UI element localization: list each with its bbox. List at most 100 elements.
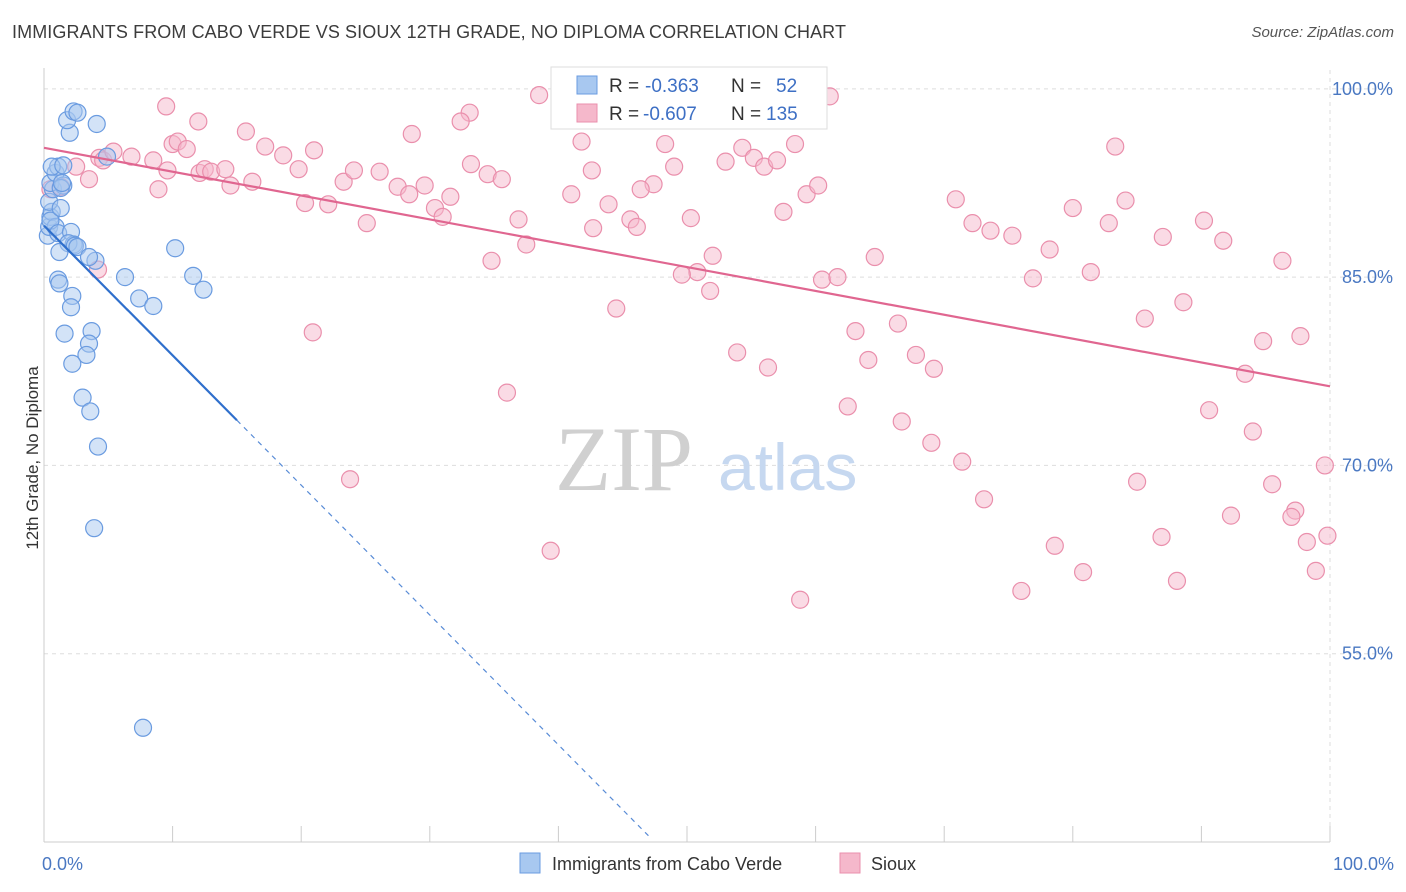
sioux-point	[1221, 506, 1241, 525]
cabo-verde-points	[38, 102, 213, 737]
y-axis-label: 12th Grade, No Diploma	[23, 366, 42, 550]
sioux-point	[1297, 532, 1316, 552]
sioux-point	[846, 321, 865, 341]
sioux-point	[703, 246, 722, 265]
sioux-point	[1099, 214, 1118, 233]
legend-n-value-1: 52	[776, 76, 797, 97]
sioux-point	[1153, 227, 1172, 247]
sioux-point	[1263, 475, 1282, 494]
sioux-trend-line	[43, 146, 1331, 388]
sioux-point	[953, 452, 972, 471]
y-tick-labels: 100.0% 85.0% 70.0% 55.0%	[1332, 79, 1393, 664]
y-tick-label: 70.0%	[1342, 455, 1393, 475]
sioux-point	[509, 210, 528, 229]
watermark-zip: ZIP	[555, 408, 693, 510]
sioux-point	[572, 132, 591, 151]
sioux-point	[584, 219, 603, 238]
sioux-point	[1291, 327, 1310, 346]
sioux-point	[1236, 364, 1255, 383]
cabo-verde-point	[115, 268, 135, 287]
sioux-point	[1194, 211, 1214, 230]
sioux-point	[1167, 571, 1187, 591]
sioux-points	[41, 82, 1337, 609]
sioux-point	[517, 235, 536, 254]
sioux-point	[400, 185, 419, 204]
sioux-point	[1315, 456, 1334, 475]
sioux-point	[402, 124, 421, 144]
cabo-verde-trend-extension	[236, 419, 649, 837]
cabo-verde-point	[55, 324, 74, 343]
sioux-point	[295, 193, 315, 213]
cabo-verde-point	[51, 198, 70, 218]
sioux-point	[370, 162, 389, 181]
cabo-verde-point	[88, 437, 108, 456]
y-tick-label: 85.0%	[1342, 267, 1393, 287]
legend-n-label-2: N =	[731, 104, 761, 125]
sioux-point	[828, 268, 847, 287]
cabo-verde-point	[50, 242, 69, 262]
sioux-point	[334, 172, 353, 191]
cabo-verde-point	[61, 298, 81, 317]
x-tick-labels: 0.0% 100.0%	[42, 854, 1394, 874]
sioux-point	[774, 202, 793, 221]
sioux-point	[701, 281, 720, 301]
sioux-point	[733, 138, 752, 157]
sioux-point	[865, 247, 884, 267]
sioux-point	[631, 180, 650, 199]
sioux-point	[1306, 561, 1325, 580]
cabo-verde-point	[81, 402, 100, 421]
sioux-point	[758, 358, 778, 377]
cabo-verde-point	[194, 280, 213, 299]
sioux-point	[1254, 332, 1273, 351]
sioux-point	[582, 161, 601, 180]
legend-n-value-2: 135	[766, 104, 798, 125]
sioux-point	[981, 221, 1000, 240]
sioux-point	[357, 214, 376, 233]
sioux-point	[1063, 198, 1082, 218]
cabo-verde-point	[87, 114, 106, 134]
sioux-point	[1040, 240, 1059, 259]
sioux-point	[415, 176, 434, 195]
sioux-point	[1127, 472, 1147, 491]
sioux-point	[888, 314, 908, 333]
sioux-point	[177, 139, 196, 159]
bottom-legend: Immigrants from Cabo Verde Sioux	[519, 852, 916, 874]
legend-r-label-1: R =	[609, 76, 639, 97]
sioux-point	[906, 345, 926, 365]
cabo-verde-point	[133, 718, 153, 737]
cabo-verde-point	[54, 156, 73, 175]
trend-lines	[43, 146, 1331, 837]
sioux-point	[607, 299, 626, 318]
sioux-point	[785, 134, 805, 154]
source-label: Source: ZipAtlas.com	[1251, 24, 1394, 41]
sioux-point	[451, 112, 470, 131]
bottom-legend-label-1: Immigrants from Cabo Verde	[552, 854, 782, 874]
cabo-verde-point	[63, 354, 82, 373]
cabo-verde-point	[77, 345, 96, 365]
sioux-point	[1243, 422, 1262, 441]
sioux-point	[541, 541, 560, 560]
sioux-point	[627, 217, 646, 237]
cabo-verde-point	[79, 247, 99, 267]
sioux-point	[492, 170, 511, 189]
x-tick-label: 0.0%	[42, 854, 83, 874]
sioux-point	[1045, 536, 1064, 555]
sioux-point	[688, 263, 707, 282]
cabo-verde-point	[52, 173, 72, 193]
sioux-point	[599, 195, 618, 214]
sioux-point	[149, 180, 168, 199]
sioux-point	[497, 383, 517, 402]
sioux-point	[681, 209, 700, 228]
sioux-point	[482, 251, 501, 270]
sioux-point	[1152, 527, 1171, 547]
sioux-point	[304, 141, 324, 160]
cabo-verde-point	[50, 274, 69, 293]
sioux-point	[892, 412, 911, 431]
cabo-verde-point	[73, 388, 92, 407]
sioux-point	[974, 490, 994, 509]
sioux-point	[1214, 231, 1233, 250]
cabo-verde-point	[184, 266, 203, 285]
sioux-point	[665, 157, 684, 176]
bottom-legend-swatch-pink	[839, 852, 861, 874]
sioux-point	[1012, 581, 1031, 601]
